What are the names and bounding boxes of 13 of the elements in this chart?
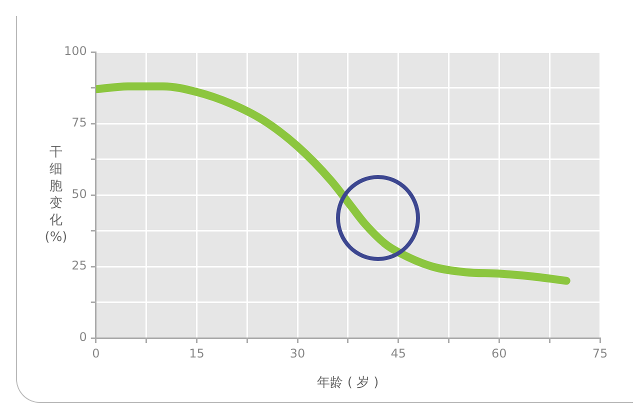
x-tick-label: 15 [189, 346, 204, 360]
x-tick-label: 0 [92, 346, 100, 360]
y-tick-label: 50 [72, 187, 87, 202]
x-tick-label: 75 [592, 346, 608, 360]
y-tick-label: 0 [79, 330, 87, 344]
y-tick-label: 100 [64, 44, 87, 58]
y-tick-label: 25 [72, 258, 87, 273]
y-axis-title: 干细胞变化 (%) [44, 144, 68, 245]
y-tick-label: 75 [72, 116, 87, 130]
x-tick-label: 45 [390, 346, 406, 360]
x-tick-label: 60 [492, 346, 507, 360]
x-axis-title: 年龄 ( 岁 ) [317, 376, 379, 391]
x-tick-label: 30 [290, 346, 306, 360]
